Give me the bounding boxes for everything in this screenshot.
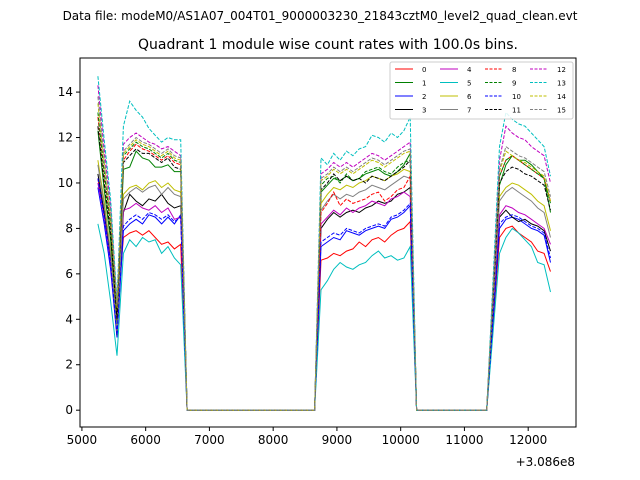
series-line-2 — [97, 187, 551, 411]
y-tick-label-2: 2 — [65, 358, 73, 372]
x-axis: 5000 6000 7000 8000 9000 10000 11000 12000 — [67, 427, 547, 447]
y-tick-label-12: 12 — [58, 131, 73, 145]
x-offset-label: +3.086e8 — [516, 455, 575, 469]
y-tick-label-0: 0 — [65, 403, 73, 417]
series-line-15 — [97, 96, 551, 411]
legend-label-9: 9 — [512, 80, 516, 88]
series-line-0 — [97, 178, 551, 411]
series-line-11 — [97, 126, 551, 411]
legend-label-6: 6 — [467, 93, 472, 101]
series-line-7 — [97, 164, 551, 411]
legend-label-5: 5 — [467, 80, 471, 88]
legend-label-0: 0 — [422, 66, 426, 74]
legend-label-12: 12 — [557, 66, 566, 74]
legend-label-10: 10 — [512, 93, 521, 101]
y-tick-label-10: 10 — [58, 176, 73, 190]
x-tick-label-10000: 10000 — [382, 433, 420, 447]
series-line-13 — [97, 76, 551, 411]
series-line-10 — [97, 178, 551, 411]
series-line-9 — [97, 112, 551, 411]
x-tick-label-5000: 5000 — [67, 433, 98, 447]
x-tick-label-9000: 9000 — [322, 433, 353, 447]
legend-label-14: 14 — [557, 93, 566, 101]
x-tick-label-11000: 11000 — [445, 433, 483, 447]
legend-label-4: 4 — [467, 66, 472, 74]
y-tick-label-4: 4 — [65, 312, 73, 326]
y-tick-label-8: 8 — [65, 221, 73, 235]
series-line-8 — [97, 117, 551, 411]
y-axis: 0 2 4 6 8 10 12 14 — [58, 85, 80, 417]
series-line-12 — [97, 85, 551, 411]
legend-label-11: 11 — [512, 107, 521, 115]
y-tick-label-14: 14 — [58, 85, 73, 99]
chart-suptitle: Data file: modeM0/AS1A07_004T01_90000032… — [63, 9, 578, 23]
legend-label-7: 7 — [467, 107, 471, 115]
series-line-5 — [97, 223, 551, 411]
y-tick-label-6: 6 — [65, 267, 73, 281]
axes-frame — [79, 57, 577, 428]
series-line-3 — [97, 173, 551, 411]
series-line-14 — [97, 103, 551, 411]
x-tick-label-7000: 7000 — [194, 433, 225, 447]
x-tick-label-12000: 12000 — [509, 433, 547, 447]
chart-title: Quadrant 1 module wise count rates with … — [138, 37, 518, 53]
series-line-4 — [97, 182, 551, 411]
legend-label-13: 13 — [557, 80, 566, 88]
legend-box — [389, 61, 574, 120]
x-tick-label-8000: 8000 — [258, 433, 289, 447]
x-tick-label-6000: 6000 — [130, 433, 161, 447]
legend-label-2: 2 — [422, 93, 426, 101]
legend-label-15: 15 — [557, 107, 566, 115]
series-layer — [97, 76, 551, 411]
legend-label-3: 3 — [422, 107, 426, 115]
legend-label-8: 8 — [512, 66, 516, 74]
series-line-1 — [97, 130, 551, 411]
series-line-6 — [97, 160, 551, 411]
legend-label-1: 1 — [422, 80, 426, 88]
